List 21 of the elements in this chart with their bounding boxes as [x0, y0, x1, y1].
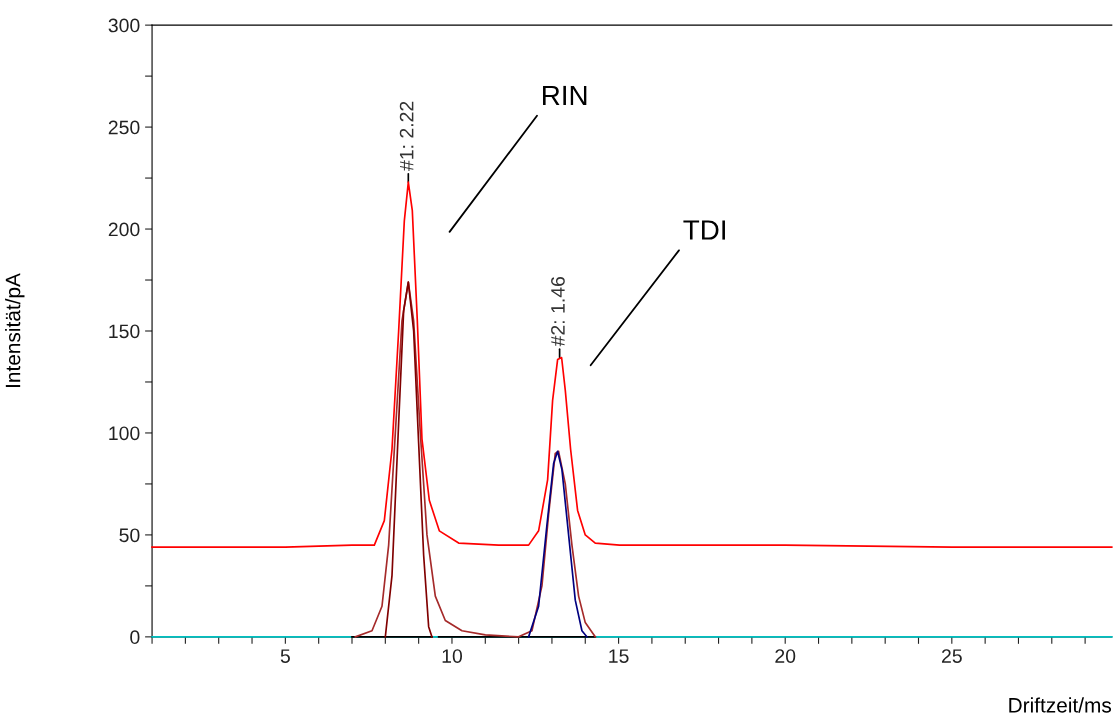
annotation: #1: 2.22: [399, 101, 414, 171]
y-tick-label: 0: [130, 630, 140, 645]
annotation: TDI: [683, 220, 725, 240]
y-tick-label: 200: [108, 222, 140, 237]
line-series: [527, 450, 588, 638]
annotation: #2: 1.46: [551, 276, 565, 347]
x-tick-label: 5: [280, 649, 290, 663]
x-tick-label: 25: [941, 649, 962, 663]
x-tick-label: 10: [442, 649, 463, 663]
y-tick-label: 100: [109, 426, 140, 441]
line-series: [151, 181, 1113, 548]
x-axis-title: Driftzeit/ms: [1009, 697, 1112, 713]
y-tick-label: 150: [109, 324, 140, 339]
x-tick-label: 20: [775, 649, 796, 663]
x-tick-label: 15: [609, 649, 629, 663]
y-tick-label: 300: [108, 18, 140, 33]
y-tick-label: 50: [119, 528, 140, 543]
annotation: RIN: [543, 85, 587, 106]
line-series: [384, 281, 433, 638]
y-axis-title: Intensität/pA: [5, 273, 25, 387]
y-tick-label: 250: [108, 120, 140, 135]
